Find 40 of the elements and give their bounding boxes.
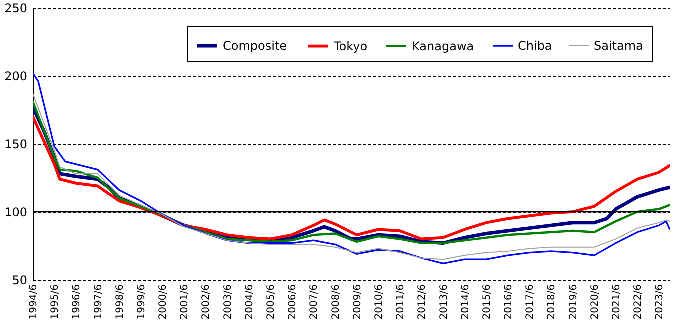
x-tick-label: 2006/6: [288, 284, 299, 320]
x-tick-label: 2018/6: [546, 284, 558, 320]
x-tick-label: 1999/6: [136, 284, 148, 320]
x-tick-label: 1996/6: [72, 284, 83, 320]
x-tick-label: 2021/6: [612, 284, 623, 320]
x-tick-label: 2013/6: [438, 284, 450, 320]
x-tick-label: 2008/6: [330, 284, 342, 320]
x-tick-label: 2005/6: [266, 284, 278, 320]
x-tick-label: 2003/6: [222, 284, 234, 320]
x-tick-label: 2012/6: [417, 284, 428, 320]
x-tick-label: 2000/6: [158, 284, 170, 320]
y-tick-label: 150: [4, 138, 28, 152]
x-tick-label: 2023/6: [654, 284, 666, 320]
y-tick-label: 200: [4, 70, 28, 84]
legend-label: Tokyo: [333, 39, 368, 54]
x-tick-label: 2020/6: [590, 284, 601, 320]
x-tick-label: 2010/6: [374, 284, 385, 320]
x-tick-label: 1995/6: [50, 284, 62, 320]
y-tick-label: 250: [4, 2, 28, 16]
x-tick-label: 1997/6: [93, 284, 104, 320]
x-tick-label: 2004/6: [244, 284, 256, 320]
legend-label: Chiba: [518, 39, 552, 53]
x-tick-label: 2016/6: [504, 284, 515, 320]
legend-label: Composite: [223, 39, 288, 53]
y-tick-label: 50: [12, 274, 28, 288]
x-tick-label: 2007/6: [309, 284, 320, 320]
x-tick-label: 1994/6: [28, 284, 40, 320]
legend-label: Kanagawa: [412, 39, 474, 54]
x-tick-label: 2002/6: [201, 284, 212, 320]
x-tick-label: 2011/6: [396, 284, 407, 320]
x-tick-label: 2001/6: [180, 284, 191, 320]
x-tick-label: 2017/6: [525, 284, 536, 320]
legend-label: Saitama: [594, 38, 644, 53]
y-tick-label: 100: [4, 206, 28, 220]
x-tick-label: 1998/6: [114, 284, 126, 320]
x-tick-label: 2022/6: [633, 284, 644, 320]
x-tick-label: 2019/6: [568, 284, 580, 320]
x-tick-label: 2009/6: [352, 284, 364, 320]
x-tick-label: 2014/6: [460, 284, 472, 320]
x-tick-label: 2015/6: [482, 284, 493, 320]
